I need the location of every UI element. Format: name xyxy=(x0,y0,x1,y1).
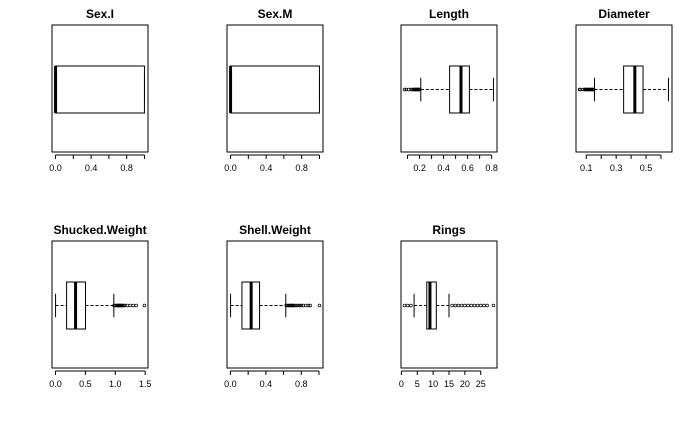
outlier-point xyxy=(119,303,124,308)
panel-length: Length 0.2 0.4 0.6 0.8 xyxy=(400,7,498,173)
x-tick-label: 0.8 xyxy=(295,163,308,173)
box xyxy=(449,65,470,114)
outlier-point xyxy=(308,303,312,308)
x-tick-label: 20 xyxy=(460,379,470,389)
outlier-point xyxy=(469,303,473,308)
outlier-point xyxy=(128,303,132,308)
outlier-point xyxy=(456,303,461,308)
panel-sex-i: Sex.I 0.0 0.4 0.8 xyxy=(49,7,149,173)
x-tick-label: 15 xyxy=(444,379,454,389)
outlier-point xyxy=(299,303,304,308)
panel-rings: Rings 0 5 10 15 20 25 xyxy=(399,223,498,389)
outlier-point xyxy=(292,303,296,308)
plot-frame xyxy=(400,24,498,153)
panel-title: Sex.M xyxy=(258,7,293,21)
x-tick-label: 0.8 xyxy=(120,163,133,173)
x-tick-label: 0.4 xyxy=(260,379,273,389)
outlier-point xyxy=(112,303,116,308)
panel-title: Length xyxy=(429,7,469,21)
x-tick-label: 0.5 xyxy=(640,163,653,173)
outlier-point xyxy=(491,303,496,308)
outlier-point xyxy=(407,87,411,92)
outlier-point xyxy=(482,303,486,308)
panel-title: Rings xyxy=(432,223,466,237)
box xyxy=(55,65,145,114)
x-tick-label: 0.5 xyxy=(79,379,92,389)
outlier-point xyxy=(294,303,298,308)
x-tick-label: 1.0 xyxy=(109,379,122,389)
outlier-point xyxy=(404,87,409,92)
plot-frame xyxy=(226,240,324,369)
panel-title: Shucked.Weight xyxy=(53,223,146,237)
outlier-point xyxy=(131,303,135,308)
x-tick-label: 0.4 xyxy=(437,163,450,173)
x-tick-label: 0.0 xyxy=(224,379,237,389)
outlier-point xyxy=(478,303,483,308)
outlier-point xyxy=(402,303,407,308)
outlier-point xyxy=(472,303,477,308)
panel-title: Shell.Weight xyxy=(239,223,311,237)
x-tick-label: 0.0 xyxy=(224,163,237,173)
outlier-point xyxy=(120,303,125,308)
outlier-point xyxy=(591,87,596,92)
outlier-point xyxy=(297,303,302,308)
outlier-point xyxy=(466,303,470,308)
outlier-point xyxy=(142,303,147,308)
outlier-point xyxy=(402,87,407,92)
outlier-point xyxy=(453,303,458,308)
outlier-point xyxy=(459,303,464,308)
outlier-point xyxy=(317,303,322,308)
panel-title: Diameter xyxy=(598,7,650,21)
plot-frame xyxy=(575,24,673,153)
outlier-point xyxy=(475,303,480,308)
panel-diameter: Diameter 0.1 0.3 0.5 xyxy=(575,7,673,173)
outlier-point xyxy=(134,303,138,308)
panel-title: Sex.I xyxy=(86,7,114,21)
x-tick-label: 0.0 xyxy=(49,379,62,389)
panel-shucked-weight: Shucked.Weight 0.0 0.5 1.0 1.5 xyxy=(49,223,151,389)
outlier-point xyxy=(463,303,467,308)
panel-shell-weight: Shell.Weight 0.0 0.4 0.8 xyxy=(224,223,324,389)
x-tick-label: 0 xyxy=(399,379,404,389)
x-tick-label: 0.8 xyxy=(295,379,308,389)
box xyxy=(426,281,437,330)
x-tick-label: 0.2 xyxy=(413,163,426,173)
plot-frame xyxy=(226,24,324,153)
outlier-point xyxy=(123,303,127,308)
x-tick-label: 0.3 xyxy=(610,163,623,173)
panel-sex-m: Sex.M 0.0 0.4 0.8 xyxy=(224,7,324,173)
x-tick-label: 0.4 xyxy=(260,163,273,173)
x-tick-label: 0.1 xyxy=(580,163,593,173)
x-tick-label: 0.6 xyxy=(461,163,474,173)
outlier-point xyxy=(121,303,126,308)
x-tick-label: 0.8 xyxy=(485,163,498,173)
plot-frame xyxy=(51,240,149,369)
x-tick-label: 10 xyxy=(428,379,438,389)
plot-frame xyxy=(400,240,498,369)
x-tick-label: 1.5 xyxy=(139,379,152,389)
outlier-point xyxy=(450,303,454,308)
plot-frame xyxy=(51,24,149,153)
outlier-point xyxy=(409,303,413,308)
outlier-point xyxy=(485,303,489,308)
x-tick-label: 25 xyxy=(476,379,486,389)
x-tick-label: 0.4 xyxy=(85,163,98,173)
outlier-point xyxy=(405,303,410,308)
outlier-point xyxy=(417,87,422,92)
outlier-point xyxy=(295,303,300,308)
box xyxy=(230,65,320,114)
outlier-point xyxy=(306,303,311,308)
x-tick-label: 5 xyxy=(415,379,420,389)
x-tick-label: 0.0 xyxy=(49,163,62,173)
